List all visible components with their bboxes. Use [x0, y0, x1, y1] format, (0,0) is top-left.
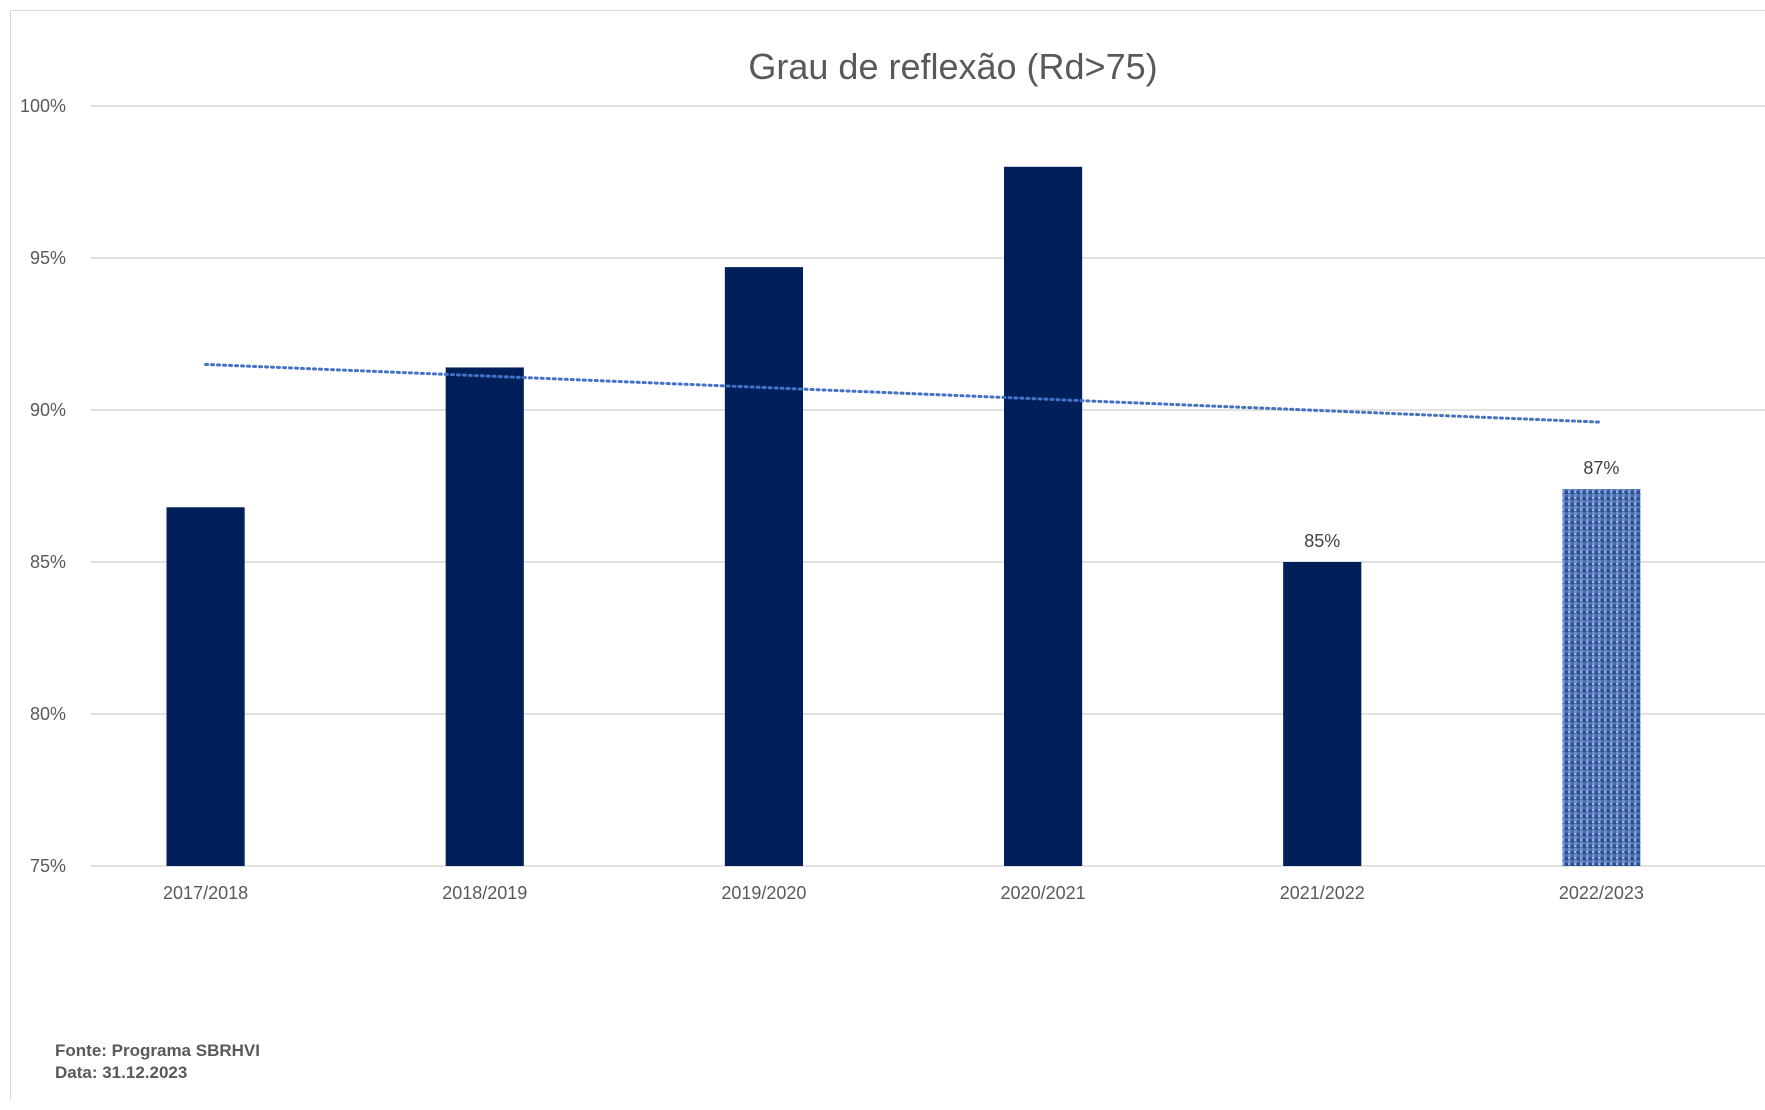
- y-tick-label: 100%: [20, 96, 66, 116]
- x-axis-ticks: 2017/2018 2018/2019 2019/2020 2020/2021 2021…: [163, 883, 1644, 903]
- y-axis-ticks: 75% 80% 85% 90% 95% 100%: [20, 96, 66, 876]
- bar-2022-2023: [1562, 489, 1641, 866]
- y-tick-label: 95%: [30, 248, 66, 268]
- chart-title: Grau de reflexão (Rd>75): [748, 46, 1157, 87]
- bar-2021-2022: [1283, 562, 1362, 866]
- bar-2020-2021: [1004, 166, 1083, 867]
- data-label: 87%: [1583, 458, 1619, 478]
- chart-frame: Grau de reflexão (Rd>75) 75% 80% 85% 90% 95%…: [10, 10, 1765, 1100]
- x-tick-label: 2018/2019: [442, 883, 527, 903]
- trendline-line: [204, 362, 1603, 424]
- y-tick-label: 90%: [30, 400, 66, 420]
- y-tick-label: 80%: [30, 704, 66, 724]
- data-labels: 85% 87%: [1304, 458, 1619, 551]
- x-tick-label: 2021/2022: [1280, 883, 1365, 903]
- bar-2017-2018: [166, 507, 245, 866]
- bar-2019-2020: [724, 267, 803, 866]
- bar-chart: Grau de reflexão (Rd>75) 75% 80% 85% 90% 95%…: [20, 46, 1765, 903]
- bar-2018-2019: [445, 367, 524, 866]
- y-tick-label: 85%: [30, 552, 66, 572]
- trendline: [204, 362, 1603, 424]
- x-tick-label: 2017/2018: [163, 883, 248, 903]
- source-note: Fonte: Programa SBRHVI Data: 31.12.2023: [55, 1040, 260, 1084]
- source-text: Fonte: Programa SBRHVI: [55, 1041, 260, 1060]
- bars: [166, 166, 1641, 867]
- x-tick-label: 2022/2023: [1559, 883, 1644, 903]
- date-text: Data: 31.12.2023: [55, 1063, 188, 1082]
- x-tick-label: 2019/2020: [721, 883, 806, 903]
- gridlines: [91, 105, 1765, 867]
- x-tick-label: 2020/2021: [1001, 883, 1086, 903]
- y-tick-label: 75%: [30, 856, 66, 876]
- data-label: 85%: [1304, 531, 1340, 551]
